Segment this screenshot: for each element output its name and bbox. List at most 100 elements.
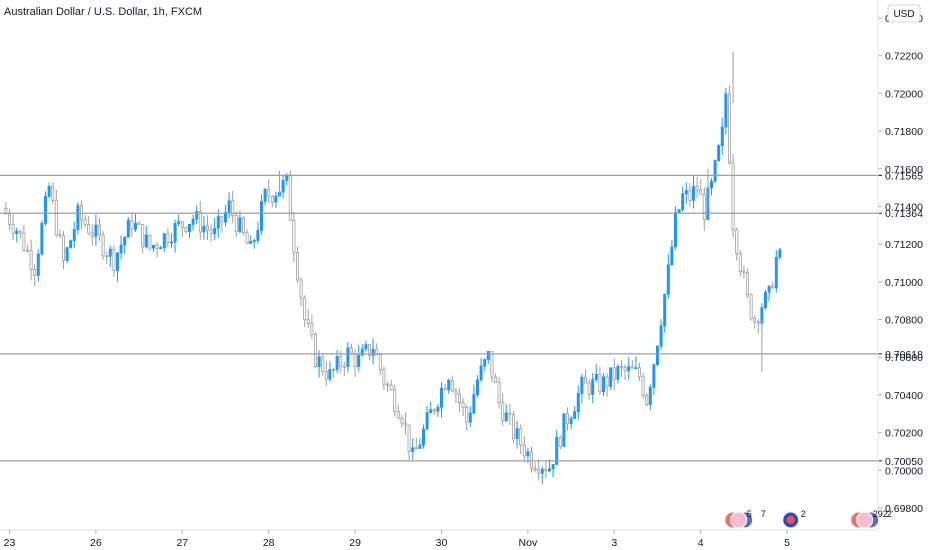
event-count-label: 2 (801, 509, 806, 519)
candle-up (483, 358, 487, 372)
candle-down (414, 437, 418, 450)
event-au-flag-icon[interactable]: 2 (782, 509, 806, 529)
candle-up (602, 373, 606, 396)
candle-up (328, 361, 332, 383)
candle-up (439, 382, 443, 418)
candle-down (443, 384, 447, 391)
candle-up (223, 204, 227, 227)
candle-up (249, 235, 253, 244)
candle-down (22, 225, 26, 252)
candle-up (418, 438, 422, 450)
candle-down (746, 268, 750, 299)
date-tick-label: 28 (263, 537, 275, 549)
level-price-label: 0.70050 (885, 456, 923, 468)
candle-up (187, 223, 191, 239)
candle-down (87, 216, 91, 235)
candle-up (421, 424, 425, 449)
candle-down (90, 224, 94, 246)
candle-down (303, 295, 307, 327)
candle-up (144, 225, 148, 249)
candle-up (65, 246, 69, 264)
candle-up (425, 405, 429, 431)
candle-down (29, 239, 33, 281)
candle-down (83, 214, 87, 228)
level-price-label: 0.71364 (885, 208, 923, 220)
candle-down (753, 315, 757, 329)
candle-down (699, 178, 703, 195)
candle-up (47, 182, 51, 199)
candle-down (598, 366, 602, 395)
candle-down (400, 414, 404, 428)
candle-up (666, 253, 670, 299)
date-tick-label: 5 (784, 537, 790, 549)
candle-down (331, 368, 335, 378)
candle-up (713, 159, 717, 184)
candle-down (306, 308, 310, 328)
candle-down (18, 230, 22, 239)
candle-down (267, 179, 271, 204)
candle-down (728, 85, 732, 165)
candle-down (645, 393, 649, 407)
time-axis[interactable]: 23 26 27 28 29 30 Nov 3 4 5 (0, 529, 878, 549)
candle-down (137, 221, 141, 226)
candle-up (173, 219, 177, 253)
candle-down (738, 249, 742, 277)
candle-down (321, 352, 325, 376)
candle-down (33, 264, 37, 287)
candle-up (580, 373, 584, 404)
chart-title: Australian Dollar / U.S. Dollar, 1h, FXC… (4, 6, 202, 18)
candle-down (382, 366, 386, 391)
candle-up (656, 345, 660, 367)
candle-up (710, 177, 714, 196)
candle-up (263, 187, 267, 206)
candle-up (569, 415, 573, 430)
price-tick-label: 0.70200 (885, 428, 923, 440)
candle-down (465, 404, 469, 431)
date-tick-label: 23 (4, 537, 16, 549)
price-axis[interactable]: 0.724000.722000.720000.718000.716000.714… (877, 0, 923, 530)
candle-up (346, 341, 350, 373)
candle-up (717, 144, 721, 162)
candle-up (364, 340, 368, 352)
price-tick-label: 0.71200 (885, 239, 923, 251)
candle-down (508, 403, 512, 426)
candle-down (623, 364, 627, 381)
currency-badge[interactable]: USD (887, 4, 921, 23)
candle-up (594, 364, 598, 383)
candle-up (191, 214, 195, 231)
candle-down (148, 234, 152, 252)
candle-up (475, 375, 479, 398)
candle-down (180, 220, 184, 238)
candle-down (198, 201, 202, 240)
candle-down (141, 224, 145, 253)
candle-up (681, 186, 685, 212)
candle-up (169, 233, 173, 248)
date-tick-label: 4 (698, 537, 704, 549)
candle-up (555, 430, 559, 465)
candle-up (764, 289, 768, 310)
candle-down (537, 458, 541, 481)
candle-down (407, 424, 411, 461)
candle-up (627, 357, 631, 380)
candle-down (533, 462, 537, 473)
candle-down (638, 362, 642, 382)
candle-up (504, 404, 508, 422)
price-tick-label: 0.70800 (885, 315, 923, 327)
candle-down (450, 376, 454, 393)
candle-down (11, 214, 15, 241)
candle-down (641, 372, 645, 399)
candle-down (62, 230, 66, 270)
candle-up (573, 406, 577, 420)
candle-down (324, 361, 328, 387)
candle-up (371, 338, 375, 365)
candle-up (44, 191, 48, 226)
candle-up (684, 182, 688, 204)
candle-up (652, 363, 656, 396)
level-label-bg (879, 206, 932, 221)
candle-up (159, 245, 163, 250)
